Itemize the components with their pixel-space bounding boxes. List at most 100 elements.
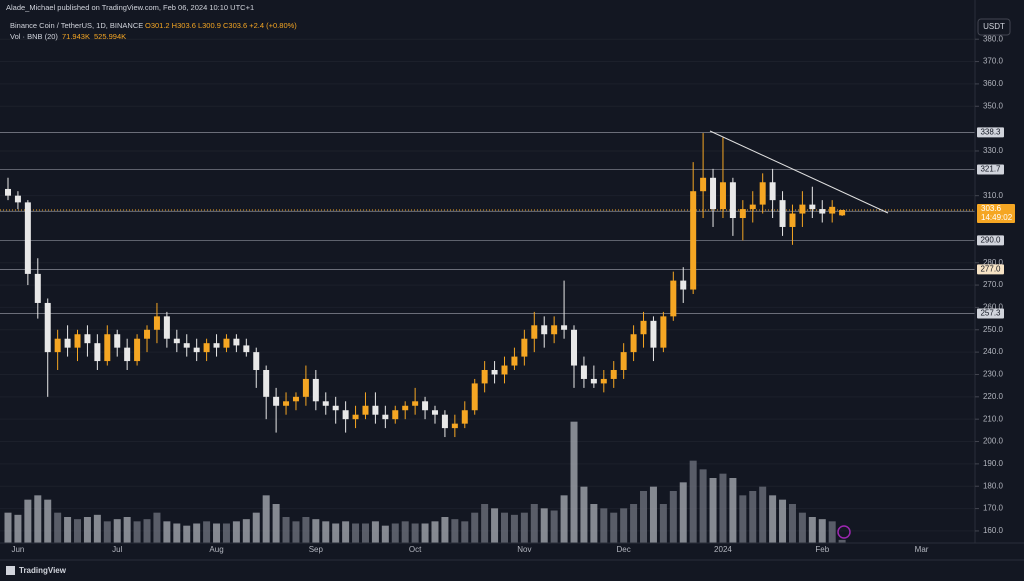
candle-body xyxy=(551,325,558,335)
volume-bar xyxy=(173,523,181,543)
level-box xyxy=(977,235,1004,246)
candle-body xyxy=(183,343,190,348)
candle-body xyxy=(14,195,21,203)
y-tick-label: 270.0 xyxy=(983,280,1004,289)
candle-body xyxy=(511,356,518,366)
level-label: 277.0 xyxy=(980,265,1001,274)
volume-bar xyxy=(312,519,320,543)
candle-body xyxy=(700,177,707,192)
y-tick-label: 350.0 xyxy=(983,101,1004,110)
volume-bar xyxy=(630,504,638,543)
volume-bar xyxy=(54,512,62,543)
candle-body xyxy=(710,177,717,210)
volume-bar xyxy=(193,523,201,543)
volume-bar xyxy=(332,523,340,543)
candle-body xyxy=(412,401,419,406)
y-tick-label: 230.0 xyxy=(983,370,1004,379)
candle-body xyxy=(312,378,319,402)
volume-bar xyxy=(481,504,489,543)
volume-bar xyxy=(640,491,648,543)
volume-bar xyxy=(113,519,121,543)
volume-bar xyxy=(93,514,101,543)
candle-body xyxy=(521,338,528,357)
candle-body xyxy=(24,202,31,274)
volume-bar xyxy=(352,523,360,543)
volume-bar xyxy=(471,512,479,543)
events-icon[interactable] xyxy=(837,525,851,539)
x-tick-label: Sep xyxy=(309,545,324,554)
x-tick-label: 2024 xyxy=(714,545,732,554)
y-tick-label: 260.0 xyxy=(983,303,1004,312)
candle-body xyxy=(561,325,568,330)
volume-bar xyxy=(620,508,628,543)
candle-body xyxy=(422,401,429,411)
candle-body xyxy=(104,334,111,362)
volume-bar xyxy=(788,504,796,543)
volume-bar xyxy=(769,495,777,543)
candle-body xyxy=(481,370,488,384)
candle-body xyxy=(799,204,806,214)
y-tick-label: 190.0 xyxy=(983,459,1004,468)
volume-bar xyxy=(679,482,687,543)
volume-bar xyxy=(401,521,409,543)
currency-box[interactable] xyxy=(977,18,1011,36)
candle-body xyxy=(571,329,578,366)
x-tick-label: Jun xyxy=(11,545,24,554)
candle-body xyxy=(779,200,786,227)
candle-body xyxy=(302,378,309,397)
volume-last: 71.943K xyxy=(62,32,90,41)
symbol: Binance Coin / TetherUS, 1D, BINANCE xyxy=(10,21,143,30)
volume-bar xyxy=(391,523,399,543)
candle-body xyxy=(839,209,846,216)
currency[interactable]: USDT xyxy=(983,22,1005,31)
candle-body xyxy=(590,378,597,384)
level-label: 321.7 xyxy=(980,165,1001,174)
candle-body xyxy=(630,334,637,353)
volume-bar xyxy=(74,519,82,543)
volume-bar xyxy=(222,523,230,543)
volume-name: Vol · BNB (20) xyxy=(10,32,58,41)
candle-body xyxy=(670,280,677,317)
x-tick-label: Jul xyxy=(112,545,122,554)
y-tick-label: 330.0 xyxy=(983,146,1004,155)
volume-bar xyxy=(411,523,419,543)
y-tick-label: 360.0 xyxy=(983,79,1004,88)
volume-bar xyxy=(103,521,111,543)
volume-bar xyxy=(14,514,22,543)
candle-body xyxy=(829,206,836,214)
volume-bar xyxy=(580,486,588,543)
x-tick-label: Nov xyxy=(517,545,531,554)
y-tick-label: 240.0 xyxy=(983,347,1004,356)
y-tick-label: 170.0 xyxy=(983,504,1004,513)
volume-bar xyxy=(64,517,72,543)
candle-body xyxy=(233,338,240,346)
candle-body xyxy=(193,347,200,353)
volume-bar xyxy=(381,525,389,543)
volume-bar xyxy=(510,514,518,543)
candle-body xyxy=(163,316,170,339)
volume-bar xyxy=(838,539,846,543)
x-tick-label: Oct xyxy=(409,545,422,554)
volume-bar xyxy=(302,517,310,543)
y-tick-label: 180.0 xyxy=(983,481,1004,490)
candle-body xyxy=(362,405,369,415)
candle-body xyxy=(749,204,756,210)
candle-body xyxy=(610,370,617,379)
volume-bar xyxy=(361,523,369,543)
candle-body xyxy=(84,334,91,344)
volume-bar xyxy=(798,512,806,543)
volume-bar xyxy=(759,486,767,543)
volume-bar xyxy=(699,469,707,543)
candle-body xyxy=(769,182,776,201)
volume-bar xyxy=(530,504,538,543)
candle-body xyxy=(541,325,548,335)
volume-bar xyxy=(24,499,32,543)
last-price-label: 303.6 xyxy=(981,204,1002,213)
candle-body xyxy=(273,396,280,406)
volume-bar xyxy=(779,499,787,543)
volume-bar xyxy=(739,495,747,543)
volume-bar xyxy=(501,512,508,543)
volume-bar xyxy=(808,517,816,543)
y-tick-label: 250.0 xyxy=(983,325,1004,334)
volume-bar xyxy=(83,517,91,543)
